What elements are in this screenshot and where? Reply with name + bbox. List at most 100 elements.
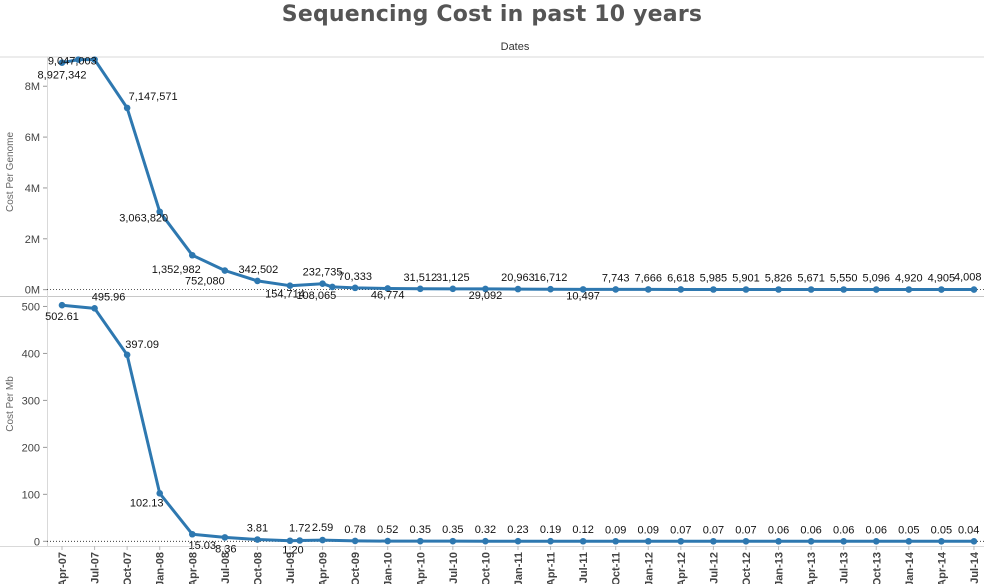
data-label-genome: 4,008 — [954, 272, 982, 284]
data-label-genome: 46,774 — [371, 289, 405, 301]
data-point-genome — [710, 286, 717, 293]
data-point-genome — [644, 286, 652, 293]
data-label-genome: 7,666 — [634, 272, 662, 284]
data-point-mb — [840, 537, 847, 545]
data-point-mb — [188, 530, 196, 538]
data-label-mb: 8.36 — [215, 543, 236, 555]
data-point-mb — [156, 490, 164, 497]
data-label-genome: 5,826 — [765, 272, 793, 284]
y-tick-label-genome: 0M — [25, 285, 40, 297]
data-point-mb — [58, 301, 66, 309]
data-label-genome: 20,963 — [501, 272, 535, 284]
data-label-mb: 0.78 — [344, 524, 365, 536]
y-axis-title-mb: Cost Per Mb — [5, 376, 16, 432]
data-point-genome — [612, 286, 619, 293]
data-point-genome — [58, 59, 66, 66]
data-point-genome — [807, 286, 815, 293]
data-point-genome — [938, 286, 945, 293]
data-label-genome: 4,905 — [928, 273, 956, 285]
data-label-genome: 342,502 — [239, 264, 279, 276]
data-point-genome — [547, 285, 554, 293]
data-label-genome: 6,618 — [667, 272, 695, 284]
data-label-mb: 1.20 — [282, 545, 303, 557]
y-tick-label-mb: 0 — [34, 536, 40, 548]
panel-frames — [0, 56, 984, 547]
data-label-mb: 0.06 — [833, 524, 854, 536]
data-label-mb: 0.07 — [670, 524, 691, 536]
data-point-mb — [449, 537, 457, 545]
data-label-genome: 3,063,820 — [119, 213, 168, 225]
x-tick-label: Apr-13 — [806, 552, 818, 584]
data-label-mb: 0.32 — [475, 524, 496, 536]
data-point-genome — [742, 286, 750, 293]
x-tick-label: Jul-10 — [448, 552, 460, 584]
data-point-genome — [319, 280, 326, 288]
y-tick-label-mb: 100 — [22, 489, 40, 501]
data-point-genome — [775, 286, 782, 293]
data-point-mb — [807, 537, 815, 545]
x-tick-label: Jul-09 — [285, 552, 297, 584]
data-label-genome: 70,333 — [338, 271, 372, 283]
x-tick-label: Jul-11 — [578, 552, 590, 583]
y-tick-label-genome: 2M — [25, 234, 40, 246]
data-point-mb — [612, 537, 619, 545]
data-label-mb: 3.81 — [247, 523, 268, 535]
data-label-mb: 0.35 — [442, 524, 463, 536]
data-point-mb — [351, 537, 359, 545]
y-axis-title-genome: Cost Per Genome — [5, 132, 16, 212]
data-label-genome: 5,096 — [862, 273, 890, 285]
data-point-genome — [329, 283, 336, 291]
data-label-genome: 4,920 — [895, 273, 923, 285]
data-label-genome: 10,497 — [566, 290, 600, 302]
data-point-mb — [296, 537, 304, 544]
data-point-mb — [905, 537, 913, 545]
x-tick-label: Jul-13 — [839, 552, 851, 584]
x-tick-label: Oct-09 — [350, 552, 362, 584]
data-label-genome: 154,714 — [265, 289, 305, 301]
x-tick-label: Jan-11 — [513, 552, 525, 584]
data-label-mb: 495.96 — [92, 291, 126, 303]
chart-title: Sequencing Cost in past 10 years — [281, 2, 703, 27]
data-label-mb: 0.06 — [800, 524, 821, 536]
data-point-genome — [156, 208, 164, 216]
data-label-mb: 0.52 — [377, 524, 398, 536]
data-label-mb: 0.07 — [735, 524, 756, 536]
x-tick-label: Jul-08 — [220, 552, 232, 584]
data-point-genome — [579, 286, 587, 293]
data-label-mb: 0.19 — [540, 524, 561, 536]
data-label-mb: 397.09 — [125, 339, 159, 351]
data-point-genome — [384, 285, 392, 292]
x-tick-label: Jul-07 — [90, 552, 102, 584]
y-tick-label-genome: 6M — [25, 132, 40, 144]
data-label-genome: 1,352,982 — [152, 264, 201, 276]
data-point-mb — [938, 537, 945, 545]
data-label-mb: 0.09 — [638, 524, 659, 536]
x-tick-label: Apr-09 — [318, 552, 330, 584]
data-point-genome — [351, 284, 359, 292]
data-point-genome — [123, 104, 131, 112]
data-point-genome — [188, 251, 196, 259]
y-tick-label-genome: 8M — [25, 81, 40, 93]
data-point-genome — [482, 285, 489, 293]
data-label-genome: 16,712 — [534, 272, 568, 284]
data-label-genome: 232,735 — [303, 267, 343, 279]
data-point-mb — [710, 537, 717, 545]
x-tick-label: Apr-12 — [676, 552, 688, 584]
data-label-genome: 5,901 — [732, 272, 760, 284]
x-tick-label: Apr-08 — [187, 552, 199, 584]
x-tick-label: Jan-14 — [904, 551, 916, 584]
y-tick-label-mb: 200 — [22, 442, 40, 454]
x-tick-label: Apr-07 — [57, 552, 69, 584]
data-point-mb — [123, 351, 131, 359]
data-label-genome: 31,125 — [436, 272, 470, 284]
data-point-genome — [91, 56, 98, 63]
data-point-genome — [416, 285, 424, 293]
data-label-genome: 5,671 — [797, 272, 825, 284]
data-label-mb: 0.12 — [572, 524, 593, 536]
data-label-mb: 0.05 — [931, 524, 952, 536]
x-tick-label: Oct-08 — [252, 552, 264, 584]
data-label-genome: 752,080 — [185, 276, 225, 288]
x-tick-label: Oct-10 — [480, 552, 492, 584]
data-point-mb — [742, 537, 750, 545]
